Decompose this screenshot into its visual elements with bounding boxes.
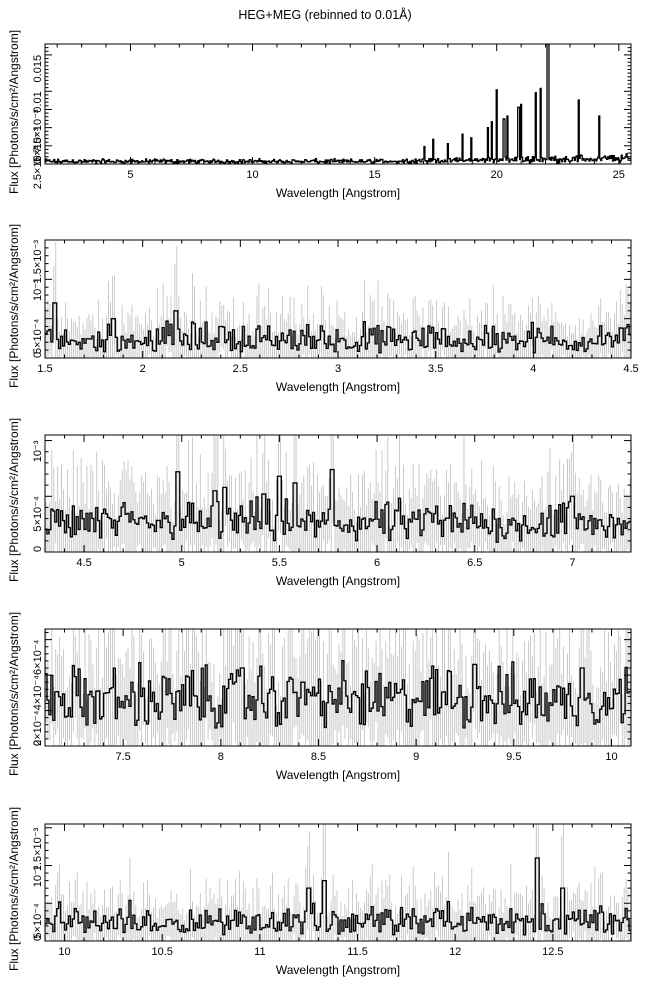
- y-tick-label: 0: [32, 546, 44, 552]
- y-tick-label: 7.5×10⁻³: [32, 109, 44, 153]
- x-tick-label: 8: [218, 751, 224, 763]
- spectrum-line: [45, 44, 631, 164]
- y-tick-label: 5×10⁻⁴: [32, 318, 44, 354]
- y-tick-label: 1.5×10⁻³: [32, 827, 44, 871]
- x-tick-label: 4: [530, 363, 536, 375]
- x-axis-label: Wavelength [Angstrom]: [276, 186, 400, 200]
- y-tick-label: 2.5×10⁻³: [32, 145, 44, 189]
- x-tick-label: 7: [569, 557, 575, 569]
- y-axis-label: Flux [Photons/s/cm²/Angstrom]: [7, 418, 21, 582]
- chart-panel-4: 7.5 8 8.5 9 9.5 10 02×10⁻⁴4×10⁻⁴6×10⁻⁴ Waveleng…: [7, 612, 632, 782]
- y-tick-label: 5×10⁻⁴: [32, 496, 44, 532]
- y-tick-label: 0.01: [32, 91, 44, 112]
- y-tick-label: 6×10⁻⁴: [32, 639, 44, 675]
- x-tick-label: 3: [335, 363, 341, 375]
- x-tick-label: 15: [369, 169, 381, 181]
- y-tick-label: 5×10⁻⁴: [32, 903, 44, 939]
- plot-frame: [44, 43, 632, 165]
- y-tick-label: 10⁻³: [32, 279, 44, 301]
- x-tick-label: 3.5: [428, 363, 443, 375]
- y-tick-label: 10⁻³: [32, 440, 44, 462]
- x-tick-label: 4.5: [76, 557, 91, 569]
- x-tick-label: 4.5: [623, 363, 638, 375]
- x-tick-label: 2: [140, 363, 146, 375]
- y-tick-label: 0.015: [32, 55, 44, 83]
- y-axis-label: Flux [Photons/s/cm²/Angstrom]: [7, 30, 21, 194]
- spectrum-series-4: [45, 629, 631, 746]
- x-tick-label: 1.5: [37, 363, 52, 375]
- x-tick-label: 12: [449, 946, 461, 958]
- page-title: HEG+MEG (rebinned to 0.01Å): [238, 8, 412, 22]
- x-tick-label: 10.5: [151, 946, 172, 958]
- spectrum-line: [45, 659, 631, 729]
- x-tick-label: 8.5: [311, 751, 326, 763]
- y-tick-label: 5×10⁻³: [32, 127, 44, 162]
- x-tick-label: 11.5: [347, 946, 368, 958]
- chart-panel-1: 5 10 15 20 25 02.5×10⁻³5×10⁻³7.5×10⁻³0.01 0.01…: [7, 30, 632, 200]
- spectrum-line: [45, 857, 631, 936]
- x-axis-label: Wavelength [Angstrom]: [276, 768, 400, 782]
- x-tick-label: 7.5: [115, 751, 130, 763]
- y-tick-label: 0: [32, 158, 44, 164]
- y-tick-label: 4×10⁻⁴: [32, 675, 44, 711]
- x-tick-label: 6: [374, 557, 380, 569]
- x-tick-label: 10: [605, 751, 617, 763]
- x-tick-label: 10: [58, 946, 70, 958]
- x-axis-label: Wavelength [Angstrom]: [276, 380, 400, 394]
- y-axis-label: Flux [Photons/s/cm²/Angstrom]: [7, 612, 21, 776]
- x-tick-label: 5: [127, 169, 133, 181]
- chart-panel-5: 10 10.5 11 11.5 12 12.5 05×10⁻⁴ 10⁻³1.5×10⁻³ Wav…: [7, 807, 632, 977]
- spectrum-series-2: [45, 242, 631, 358]
- spectrum-line: [45, 302, 631, 354]
- y-axis-label: Flux [Photons/s/cm²/Angstrom]: [7, 224, 21, 388]
- x-axis-label: Wavelength [Angstrom]: [276, 963, 400, 977]
- x-tick-label: 12.5: [542, 946, 563, 958]
- y-tick-label: 0: [32, 740, 44, 746]
- spectrum-series-3: [45, 435, 631, 552]
- y-tick-label: 10⁻³: [32, 865, 44, 887]
- y-tick-label: 1.5×10⁻³: [32, 240, 44, 284]
- chart-panel-3: 4.5 5 5.5 6 6.5 7 0 5×10⁻⁴ 10⁻³ Wavelength [Angst…: [7, 418, 632, 588]
- x-tick-label: 25: [613, 169, 625, 181]
- x-axis-label: Wavelength [Angstrom]: [276, 574, 400, 588]
- x-tick-label: 11: [254, 946, 265, 958]
- x-tick-label: 2.5: [233, 363, 248, 375]
- spectrum-line: [45, 468, 631, 543]
- chart-panel-2: 1.5 2 2.5 3 3.5 4 4.5 05×10⁻⁴ 10⁻³1.5×10⁻³ Wavele…: [7, 224, 639, 394]
- y-tick-label: 0: [32, 935, 44, 941]
- x-tick-label: 6.5: [467, 557, 482, 569]
- x-tick-label: 9: [413, 751, 419, 763]
- spectrum-series-5: [45, 824, 631, 941]
- x-tick-label: 5.5: [272, 557, 287, 569]
- y-tick-label: 2×10⁻⁴: [32, 710, 44, 746]
- x-tick-label: 5: [179, 557, 185, 569]
- y-tick-label: 0: [32, 352, 44, 358]
- x-tick-label: 20: [491, 169, 503, 181]
- spectrum-series-1: [45, 44, 631, 164]
- x-tick-label: 10: [246, 169, 258, 181]
- y-axis-label: Flux [Photons/s/cm²/Angstrom]: [7, 807, 21, 971]
- x-tick-label: 9.5: [506, 751, 521, 763]
